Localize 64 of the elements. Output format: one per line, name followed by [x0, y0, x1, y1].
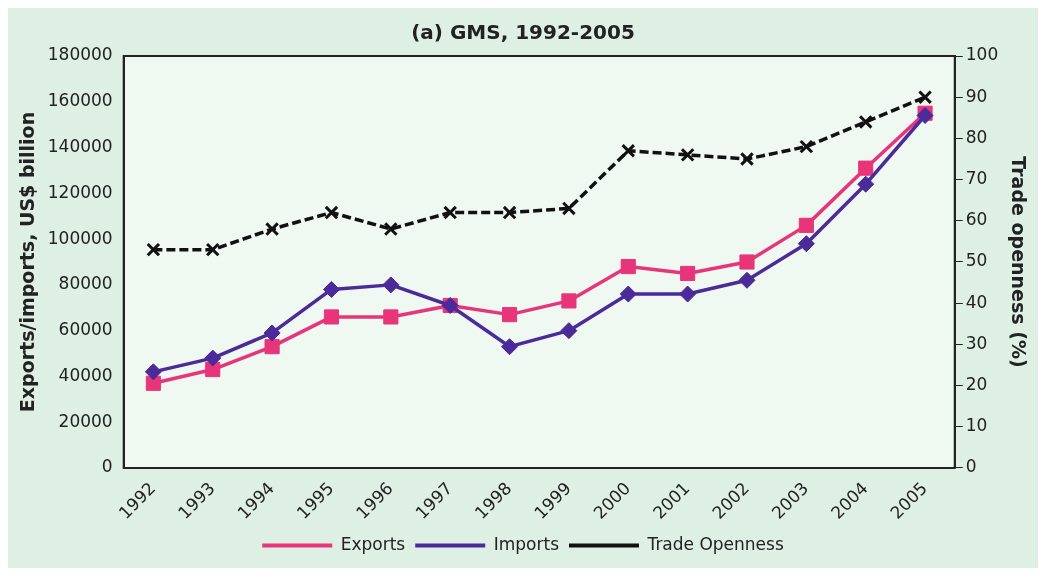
y-tick-label: 160000 [47, 90, 113, 111]
y2-tick-label: 50 [965, 250, 988, 271]
point [917, 90, 933, 105]
y-axis-title: Exports/imports, US$ billion [16, 111, 39, 413]
point [264, 221, 280, 237]
point [739, 254, 755, 270]
point [798, 217, 814, 233]
point [679, 285, 697, 303]
point [263, 324, 281, 342]
point [561, 293, 577, 309]
y2-tick-label: 70 [965, 168, 988, 189]
point [858, 114, 873, 130]
y-tick-label: 20000 [58, 410, 113, 431]
legend-label: Exports [340, 533, 406, 554]
point [620, 259, 636, 275]
y-tick-label: 120000 [47, 181, 113, 202]
point [502, 205, 517, 220]
y-tick-label: 60000 [58, 319, 113, 340]
point [621, 143, 636, 158]
point [205, 242, 220, 257]
point [857, 175, 875, 193]
y2-tick-label: 60 [965, 209, 988, 230]
y2-tick-label: 80 [965, 126, 988, 147]
point [264, 339, 280, 355]
point [383, 221, 398, 237]
y2-tick-label: 0 [965, 456, 977, 477]
y-tick-label: 100000 [47, 227, 113, 248]
point [383, 309, 399, 325]
y2-tick-label: 10 [965, 415, 988, 436]
point [797, 235, 815, 253]
y2-tick-label: 40 [965, 291, 988, 312]
point [144, 363, 162, 381]
point [738, 271, 756, 289]
point [560, 322, 578, 340]
point [619, 285, 637, 303]
y2-axis-title: Trade openness (%) [1007, 156, 1030, 368]
chart-title: (a) GMS, 1992-2005 [411, 20, 635, 45]
y2-tick-label: 30 [965, 332, 988, 353]
y2-tick-label: 100 [965, 44, 999, 65]
point [382, 276, 400, 294]
point [501, 338, 519, 356]
point [739, 151, 755, 167]
y-tick-label: 0 [101, 456, 113, 477]
point [323, 309, 340, 325]
point [916, 107, 934, 125]
y-tick-label: 180000 [47, 44, 113, 65]
point [501, 307, 518, 323]
legend-label: Imports [493, 533, 560, 554]
legend-label: Trade Openness [646, 533, 784, 554]
point [324, 205, 339, 220]
point [799, 139, 814, 154]
point [680, 265, 696, 282]
point [204, 349, 222, 367]
point [858, 160, 874, 176]
point [443, 205, 458, 220]
point [322, 280, 340, 298]
y2-tick-label: 90 [965, 85, 988, 106]
y-tick-label: 140000 [47, 135, 113, 156]
y-tick-label: 40000 [58, 364, 113, 385]
y2-tick-label: 20 [965, 374, 988, 395]
y-tick-label: 80000 [58, 273, 113, 294]
point [680, 147, 695, 163]
point [561, 201, 577, 216]
point [146, 242, 161, 257]
